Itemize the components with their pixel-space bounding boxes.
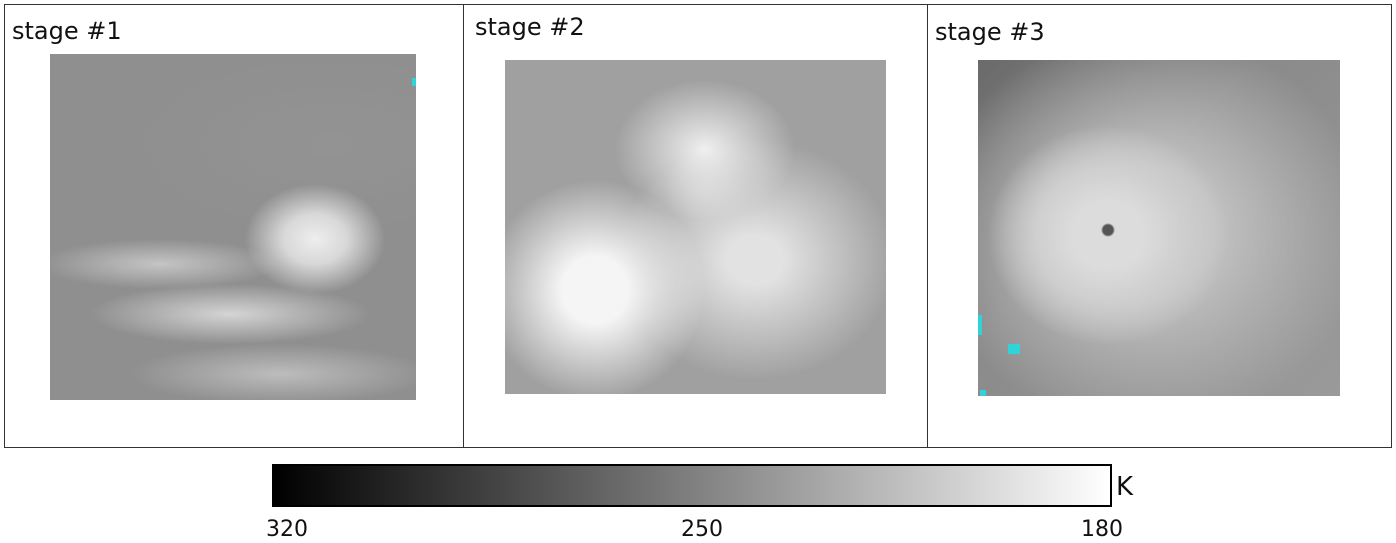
cyan-pixel [1008,344,1020,354]
panel-label-stage-3: stage #3 [935,18,1045,46]
panel-label-stage-2: stage #2 [475,13,585,41]
cyan-pixel [980,390,986,396]
satellite-image-stage-1 [50,54,416,400]
satellite-image-stage-3 [978,60,1340,396]
colorbar-tick: 250 [681,517,723,542]
colorbar-tick: 180 [1081,517,1123,542]
colorbar [272,464,1112,507]
cyan-pixel [978,315,982,335]
colorbar-unit: K [1116,472,1134,502]
figure-frame [4,4,1392,448]
satellite-image-stage-2 [505,60,886,394]
panel-divider [927,4,928,448]
colorbar-tick: 320 [266,517,308,542]
panel-label-stage-1: stage #1 [12,17,122,45]
panel-divider [463,4,464,448]
cyan-pixel [412,78,416,86]
